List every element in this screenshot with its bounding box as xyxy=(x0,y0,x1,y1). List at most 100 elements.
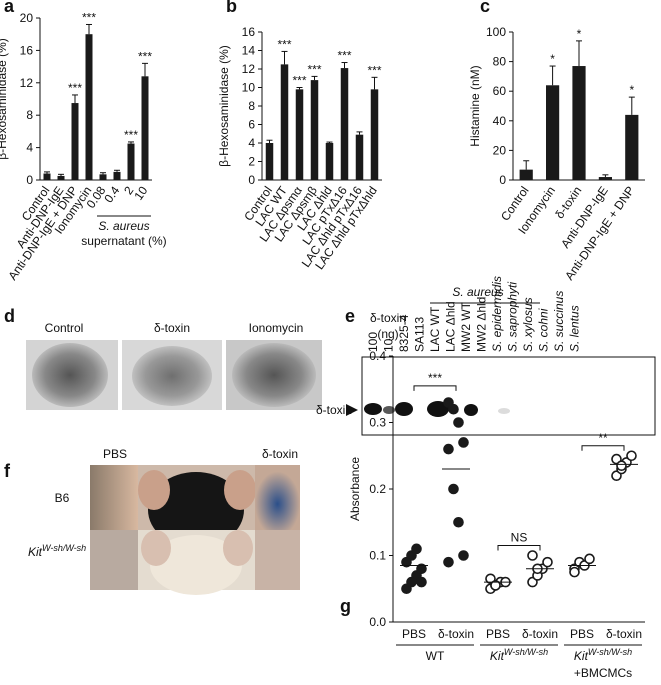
x-tick-label: 0.4 xyxy=(101,183,122,205)
panel-label: c xyxy=(480,0,490,16)
significance: *** xyxy=(82,10,96,24)
bar xyxy=(113,171,121,180)
bar xyxy=(598,177,612,180)
lane-label: MW2 Δhld xyxy=(475,297,489,352)
row-label-base: Kit xyxy=(28,545,43,559)
bar xyxy=(325,143,334,180)
caption: δ-toxin xyxy=(154,321,190,335)
photos xyxy=(90,465,300,595)
y-tick-label: 4 xyxy=(26,141,33,155)
x-tick-label: PBS xyxy=(486,627,510,641)
y-tick-label: 0.1 xyxy=(369,549,386,563)
significance: *** xyxy=(337,49,351,63)
lane-label: 8325-4 xyxy=(397,314,411,352)
row-label-sup: W-sh/W-sh xyxy=(42,543,86,553)
point xyxy=(443,443,454,455)
y-tick-label: 4 xyxy=(248,136,255,150)
x-tick-label: δ-toxin xyxy=(438,627,474,641)
x-tick-label: 10 xyxy=(131,183,150,202)
significance: *** xyxy=(68,81,82,95)
point xyxy=(416,563,427,575)
y-axis-label: Histamine (nM) xyxy=(468,65,482,146)
caption: Ionomycin xyxy=(249,321,304,335)
group-label: +BMCMCs xyxy=(574,666,632,680)
y-tick-label: 2 xyxy=(248,155,255,169)
y-tick-label: 6 xyxy=(248,118,255,132)
group-label: supernatant (%) xyxy=(81,234,166,248)
lane-label: S. xylosus xyxy=(521,297,535,352)
group-label: S. aureus xyxy=(98,219,149,233)
group-label: KitW-sh/W-sh xyxy=(490,647,548,663)
y-axis-label: Absorbance xyxy=(348,457,362,521)
strain-header: S. aureus xyxy=(452,285,503,299)
bar xyxy=(57,175,65,180)
y-tick-label: 8 xyxy=(248,99,255,113)
point xyxy=(616,460,627,472)
panel-label: e xyxy=(345,306,355,326)
y-tick-label: 16 xyxy=(242,25,256,39)
caption: Control xyxy=(45,321,84,335)
band-label: δ-toxin xyxy=(316,403,352,417)
y-tick-label: 60 xyxy=(493,84,507,98)
lane-label: SA113 xyxy=(413,317,427,352)
bar xyxy=(370,89,379,180)
significance: *** xyxy=(307,62,321,76)
point xyxy=(443,556,454,568)
bar xyxy=(295,89,304,180)
point xyxy=(584,553,595,565)
y-tick-label: 12 xyxy=(20,76,34,90)
lane-label: S. lentus xyxy=(568,305,582,352)
row-label: B6 xyxy=(55,491,70,505)
y-tick-label: 0.0 xyxy=(369,615,386,629)
y-tick-label: 80 xyxy=(493,55,507,69)
significance: *** xyxy=(367,63,381,77)
y-tick-label: 20 xyxy=(20,11,34,25)
significance: * xyxy=(550,52,555,66)
significance: *** xyxy=(292,74,306,88)
point xyxy=(453,417,464,428)
bar xyxy=(43,173,51,180)
lane-label: 10 xyxy=(382,338,396,352)
bar xyxy=(265,143,274,180)
significance: *** xyxy=(138,49,152,63)
group-label: WT xyxy=(426,649,445,663)
y-tick-label: 40 xyxy=(493,114,507,128)
panel-label: a xyxy=(4,0,15,16)
y-axis-label: β-Hexosaminidase (%) xyxy=(217,45,231,167)
point xyxy=(527,550,538,561)
point xyxy=(458,437,469,448)
panel-label: b xyxy=(226,0,237,16)
lane-label: LAC Δhld xyxy=(444,301,458,352)
y-tick-label: 8 xyxy=(26,108,33,122)
panel-label: g xyxy=(340,596,351,616)
y-tick-label: 100 xyxy=(486,25,506,39)
significance: * xyxy=(629,83,634,97)
lane-label: MW2 WT xyxy=(459,301,473,352)
bar xyxy=(310,80,319,180)
x-tick-label: PBS xyxy=(402,627,426,641)
column-label: PBS xyxy=(103,447,127,461)
bar xyxy=(625,114,639,180)
y-tick-label: 0.3 xyxy=(369,416,386,430)
point xyxy=(448,483,459,495)
bar xyxy=(99,174,107,180)
y-tick-label: 14 xyxy=(242,44,256,58)
point xyxy=(416,576,427,588)
bar xyxy=(127,143,135,180)
x-tick-label: PBS xyxy=(570,627,594,641)
y-tick-label: 0.2 xyxy=(369,482,386,496)
significance: *** xyxy=(124,128,138,142)
point xyxy=(448,403,459,415)
y-tick-label: 0 xyxy=(26,173,33,187)
arrow xyxy=(346,404,358,416)
lane-label: 100 xyxy=(366,332,380,352)
y-axis-label: β-Hexosaminidase (%) xyxy=(0,38,9,160)
significance: *** xyxy=(277,37,291,51)
y-tick-label: 12 xyxy=(242,62,256,76)
bar xyxy=(572,66,586,180)
group-label-base: Kit xyxy=(574,649,589,663)
bar xyxy=(280,64,289,180)
bar xyxy=(71,103,79,180)
y-tick-label: 20 xyxy=(493,143,507,157)
